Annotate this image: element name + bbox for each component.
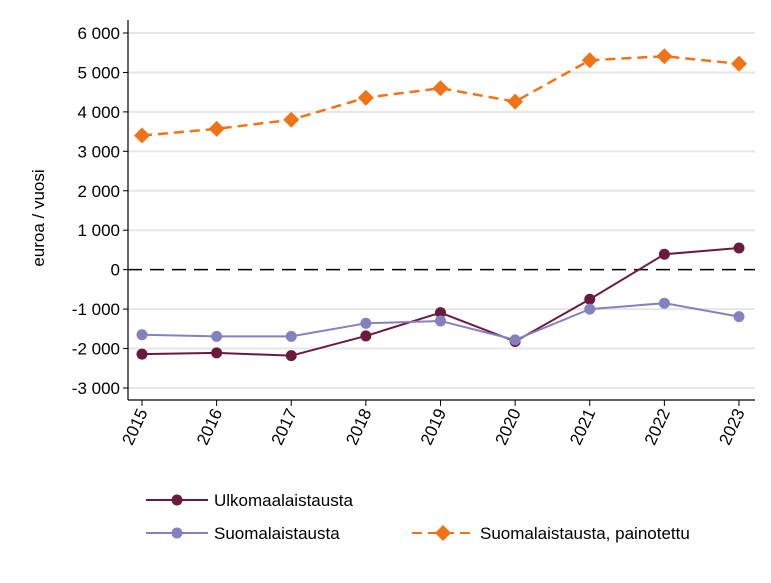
- y-tick-label: 4 000: [77, 103, 120, 122]
- data-point: [435, 307, 446, 319]
- y-tick-label: 5 000: [77, 63, 120, 82]
- x-tick-label: 2018: [342, 406, 375, 448]
- legend: Ulkomaalaistausta Suomalaistausta Suomalai…: [146, 491, 690, 543]
- series-line: [141, 246, 740, 357]
- legend-marker: [435, 525, 451, 541]
- data-point: [211, 347, 223, 359]
- legend-label: Ulkomaalaistausta: [214, 491, 353, 510]
- series-suomalaistausta: [136, 297, 745, 346]
- y-tick-label: 2 000: [77, 182, 120, 201]
- data-point: [733, 242, 745, 254]
- y-tick-label: 1 000: [77, 221, 120, 240]
- y-tick-label: 3 000: [77, 142, 120, 161]
- series-suomalaistausta-painotettu: [134, 48, 747, 144]
- data-point: [584, 293, 596, 305]
- data-point: [581, 52, 598, 69]
- data-point: [208, 120, 225, 137]
- data-point: [360, 330, 372, 342]
- axes: 6 000 5 000 4 000 3 000 2 000 1 000 0 -1 000 -2 …: [72, 20, 755, 448]
- data-point: [507, 93, 524, 110]
- data-point: [432, 80, 449, 97]
- data-point: [731, 55, 747, 72]
- legend-item: Ulkomaalaistausta: [146, 491, 353, 510]
- y-tick-label: -3 000: [72, 379, 120, 398]
- x-tick-label: 2023: [715, 406, 748, 448]
- x-tick-label: 2016: [193, 406, 226, 448]
- y-tick-label: -1 000: [72, 300, 120, 319]
- gridlines: [128, 32, 755, 389]
- x-tick-label: 2022: [641, 406, 674, 448]
- data-point: [285, 330, 297, 342]
- data-point: [658, 248, 670, 260]
- data-point: [656, 48, 673, 65]
- data-point: [136, 348, 148, 360]
- series-group: [134, 48, 747, 362]
- y-tick-label: -2 000: [72, 340, 120, 359]
- legend-marker: [171, 494, 183, 506]
- x-tick-label: 2015: [118, 406, 151, 448]
- data-point: [435, 315, 446, 327]
- legend-label: Suomalaistausta, painotettu: [480, 524, 690, 543]
- x-tick-label: 2020: [492, 406, 525, 448]
- legend-marker: [171, 527, 183, 539]
- y-tick-label: 6 000: [77, 24, 120, 43]
- data-point: [733, 311, 745, 323]
- data-point: [360, 317, 372, 329]
- data-point: [134, 127, 150, 144]
- data-point: [136, 329, 148, 341]
- data-point: [285, 350, 297, 362]
- legend-item: Suomalaistausta, painotettu: [412, 524, 690, 543]
- data-point: [357, 89, 374, 106]
- data-point: [509, 334, 521, 346]
- data-point: [211, 330, 223, 342]
- x-tick-label: 2021: [566, 406, 599, 448]
- x-tick-label: 2017: [268, 406, 301, 448]
- legend-item: Suomalaistausta: [146, 524, 340, 543]
- data-point: [658, 297, 670, 309]
- y-axis-label: euroa / vuosi: [29, 169, 48, 266]
- data-point: [584, 303, 596, 315]
- series-ulkomaalaistausta: [136, 242, 745, 362]
- data-point: [283, 111, 300, 128]
- legend-label: Suomalaistausta: [214, 524, 340, 543]
- y-tick-label: 0: [111, 261, 120, 280]
- x-tick-label: 2019: [417, 406, 450, 448]
- series-line: [141, 55, 740, 137]
